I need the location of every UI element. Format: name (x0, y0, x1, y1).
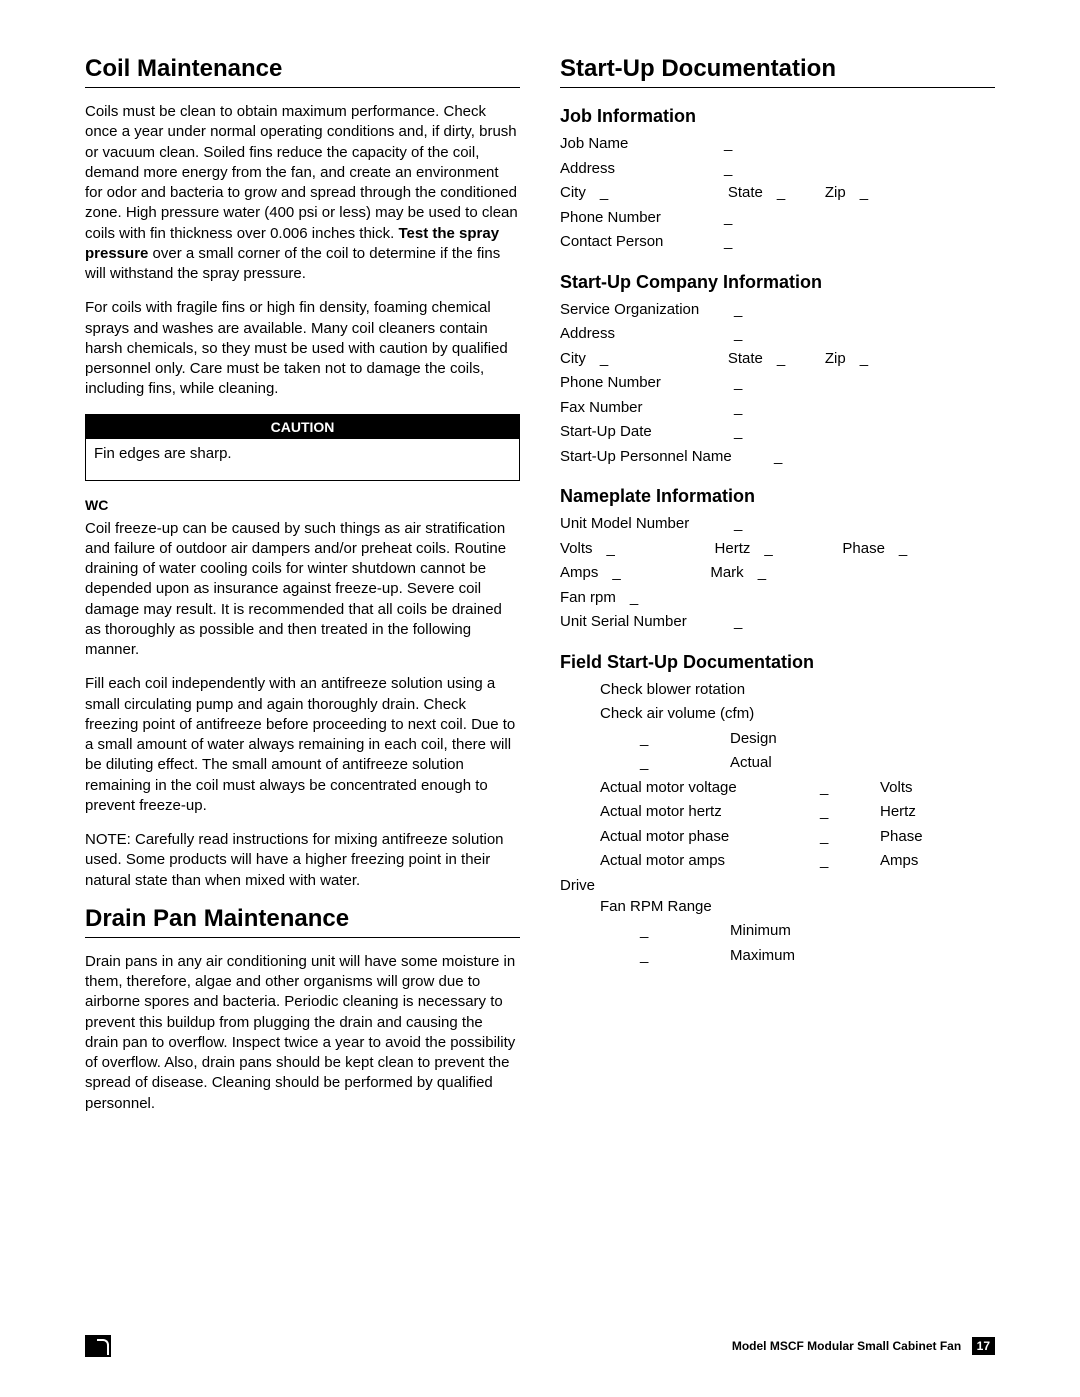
brand-logo-icon (85, 1335, 111, 1357)
drain-pan-heading: Drain Pan Maintenance (85, 905, 520, 938)
company-person-line: Start-Up Personnel Name_ (560, 446, 995, 469)
field-doc-heading: Field Start-Up Documentation (560, 652, 995, 673)
actual-voltage-row: Actual motor voltage_Volts (600, 777, 995, 800)
coil-maintenance-heading: Coil Maintenance (85, 55, 520, 88)
company-org-line: Service Organization_ (560, 299, 995, 322)
caution-header: CAUTION (86, 415, 519, 439)
actual-blank: _Actual (640, 752, 995, 775)
min-blank: _Minimum (640, 920, 995, 943)
job-address-line: Address_ (560, 158, 995, 181)
drive-label: Drive (560, 877, 995, 894)
fan-rpm-range: Fan RPM Range (600, 896, 995, 919)
coil-paragraph-1: Coils must be clean to obtain maximum pe… (85, 102, 520, 284)
check-rotation: Check blower rotation (600, 679, 995, 702)
job-city-line: City_ State_ Zip_ (560, 182, 995, 205)
nameplate-volts-line: Volts_ Hertz_ Phase_ (560, 538, 995, 561)
right-column: Start-Up Documentation Job Information J… (560, 55, 995, 1128)
company-fax-line: Fax Number_ (560, 397, 995, 420)
startup-doc-heading: Start-Up Documentation (560, 55, 995, 88)
coil-paragraph-2: For coils with fragile fins or high fin … (85, 298, 520, 399)
actual-amps-row: Actual motor amps_Amps (600, 850, 995, 873)
freeze-paragraph-1: Coil freeze-up can be caused by such thi… (85, 519, 520, 661)
nameplate-amps-line: Amps_ Mark_ (560, 562, 995, 585)
job-info-heading: Job Information (560, 106, 995, 127)
caution-box: CAUTION Fin edges are sharp. (85, 414, 520, 481)
caution-body: Fin edges are sharp. (86, 439, 519, 480)
nameplate-rpm-line: Fan rpm_ (560, 587, 995, 610)
page-footer: Model MSCF Modular Small Cabinet Fan 17 (85, 1335, 995, 1357)
footer-right: Model MSCF Modular Small Cabinet Fan 17 (732, 1337, 995, 1355)
job-name-line: Job Name_ (560, 133, 995, 156)
company-phone-line: Phone Number_ (560, 372, 995, 395)
freeze-note: NOTE: Carefully read instructions for mi… (85, 830, 520, 891)
company-address-line: Address_ (560, 323, 995, 346)
max-blank: _Maximum (640, 945, 995, 968)
wc-label: WC (85, 497, 520, 513)
job-contact-line: Contact Person_ (560, 231, 995, 254)
actual-phase-row: Actual motor phase_Phase (600, 826, 995, 849)
company-city-line: City_ State_ Zip_ (560, 348, 995, 371)
design-blank: _Design (640, 728, 995, 751)
drain-paragraph: Drain pans in any air conditioning unit … (85, 952, 520, 1114)
actual-hertz-row: Actual motor hertz_Hertz (600, 801, 995, 824)
nameplate-model-line: Unit Model Number_ (560, 513, 995, 536)
footer-model-text: Model MSCF Modular Small Cabinet Fan (732, 1339, 961, 1353)
page-number: 17 (972, 1337, 995, 1355)
job-phone-line: Phone Number_ (560, 207, 995, 230)
left-column: Coil Maintenance Coils must be clean to … (85, 55, 520, 1128)
company-date-line: Start-Up Date_ (560, 421, 995, 444)
freeze-paragraph-2: Fill each coil independently with an ant… (85, 674, 520, 816)
page-content: Coil Maintenance Coils must be clean to … (85, 55, 995, 1128)
company-info-heading: Start-Up Company Information (560, 272, 995, 293)
nameplate-serial-line: Unit Serial Number_ (560, 611, 995, 634)
nameplate-heading: Nameplate Information (560, 486, 995, 507)
check-air-volume: Check air volume (cfm) (600, 703, 995, 726)
